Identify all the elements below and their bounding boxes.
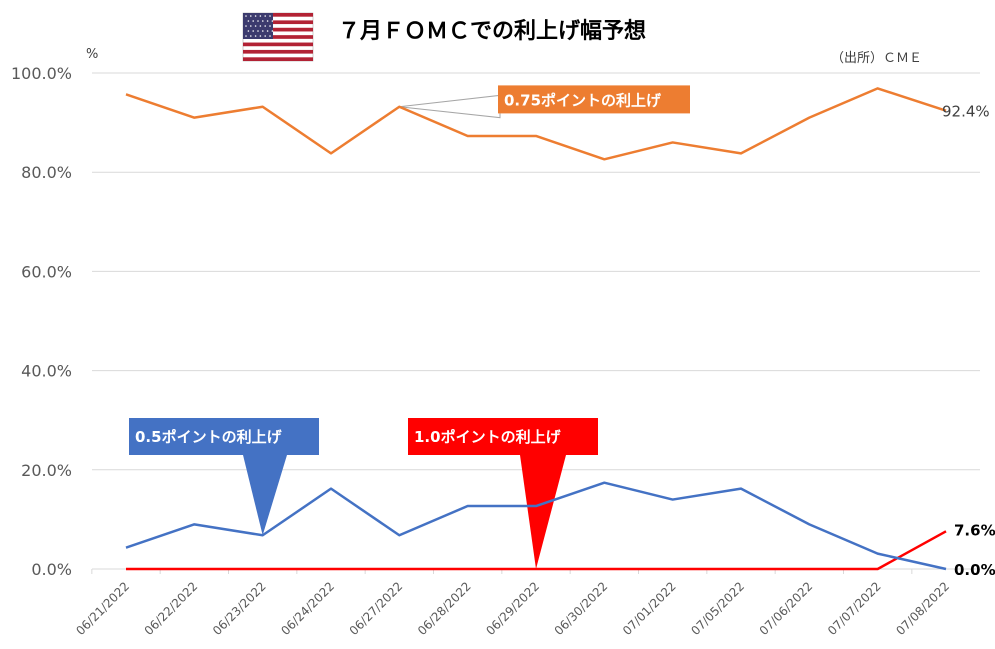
x-tick-label: 06/29/2022 <box>483 579 542 638</box>
x-tick-label: 06/27/2022 <box>347 579 406 638</box>
callout-label: 0.5ポイントの利上げ <box>135 428 283 446</box>
x-tick-label: 06/30/2022 <box>552 579 611 638</box>
x-tick-label: 07/01/2022 <box>620 579 679 638</box>
x-tick-label: 06/24/2022 <box>278 579 337 638</box>
y-tick-label: 20.0% <box>21 461 72 480</box>
y-axis: 0.0% 20.0% 40.0% 60.0% 80.0% 100.0% <box>11 64 72 579</box>
end-label: 7.6% <box>954 521 995 539</box>
y-tick-label: 60.0% <box>21 262 72 281</box>
x-tick-label: 07/05/2022 <box>688 579 747 638</box>
chart-title: ７月ＦＯＭＣでの利上げ幅予想 <box>338 19 646 44</box>
x-axis: 06/21/2022 06/22/2022 06/23/2022 06/24/2022… <box>73 569 952 638</box>
end-labels: 92.4% 7.6% 0.0% <box>942 103 995 579</box>
callout-label: 1.0ポイントの利上げ <box>414 428 562 446</box>
series-lines <box>125 87 947 571</box>
callout-box <box>408 418 598 455</box>
y-tick-label: 80.0% <box>21 163 72 182</box>
x-tick-label: 07/07/2022 <box>825 579 884 638</box>
end-label: 0.0% <box>954 561 995 579</box>
x-tick-label: 06/28/2022 <box>415 579 474 638</box>
source-note: （出所）ＣＭＥ <box>831 51 922 66</box>
y-tick-label: 0.0% <box>31 560 72 579</box>
end-label: 92.4% <box>942 103 990 121</box>
y-tick-label: 40.0% <box>21 362 72 381</box>
callout-label: 0.75ポイントの利上げ <box>504 91 662 109</box>
callout-box <box>129 418 319 455</box>
callout-pointer <box>520 455 566 569</box>
x-tick-label: 06/23/2022 <box>210 579 269 638</box>
y-unit: % <box>86 47 98 62</box>
x-tick-label: 06/21/2022 <box>73 579 132 638</box>
x-tick-label: 06/22/2022 <box>142 579 201 638</box>
callouts: 0.75ポイントの利上げ 0.5ポイントの利上げ 1.0ポイントの利上げ <box>129 85 690 569</box>
x-tick-label: 07/06/2022 <box>757 579 816 638</box>
x-tick-label: 07/08/2022 <box>893 579 952 638</box>
callout-pointer <box>243 455 287 536</box>
y-tick-label: 100.0% <box>11 64 72 83</box>
us-flag-icon <box>242 12 314 62</box>
callout-box <box>498 85 690 114</box>
